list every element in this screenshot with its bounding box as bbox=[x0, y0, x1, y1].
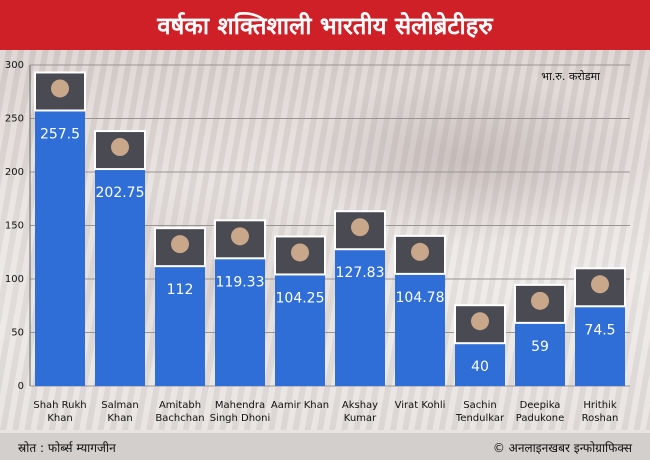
bar bbox=[395, 273, 445, 386]
y-tick-label: 250 bbox=[5, 114, 24, 125]
portrait-face bbox=[111, 138, 129, 157]
bar-value-label: 104.25 bbox=[276, 290, 325, 306]
category-label: Padukone bbox=[516, 413, 564, 424]
portrait-face bbox=[351, 218, 369, 237]
category-label: Khan bbox=[107, 413, 132, 424]
bar-chart: 0 50 100 150 200 250 300 257.5 Shah Rukh Khan 202… bbox=[5, 60, 630, 424]
bar bbox=[215, 258, 265, 386]
bar bbox=[335, 249, 385, 386]
portrait-face bbox=[231, 227, 249, 246]
bar bbox=[515, 322, 565, 386]
bar-value-label: 74.5 bbox=[584, 322, 615, 338]
portrait-face bbox=[51, 79, 69, 98]
category-label: Deepika bbox=[520, 400, 561, 411]
copyright-note: © अनलाइनखबर इन्फोग्राफिक्स bbox=[492, 441, 632, 455]
footer-bar: स्रोत : फोर्ब्स म्यागजीन © अनलाइनखबर इन्… bbox=[0, 433, 650, 460]
category-label: Bachchan bbox=[155, 413, 204, 424]
unit-label: भा.रु. करोडमा bbox=[541, 70, 600, 83]
category-label: Tendulkar bbox=[455, 413, 505, 424]
portrait-face bbox=[291, 243, 309, 262]
bar-value-label: 119.33 bbox=[216, 274, 265, 290]
bar-value-label: 59 bbox=[531, 339, 549, 355]
portrait-photo bbox=[514, 283, 566, 324]
category-label: Roshan bbox=[582, 413, 619, 424]
y-tick-label: 50 bbox=[11, 328, 24, 339]
category-label: Virat Kohli bbox=[395, 400, 446, 411]
chart-title-banner: वर्षका शक्तिशाली भारतीय सेलीब्रेटीहरु bbox=[0, 0, 650, 50]
category-label: Shah Rukh bbox=[33, 400, 86, 411]
category-label: Akshay bbox=[342, 400, 378, 411]
category-label: Kumar bbox=[344, 413, 377, 424]
bar-value-label: 127.83 bbox=[336, 265, 385, 281]
portrait-face bbox=[171, 235, 189, 254]
bar bbox=[455, 343, 505, 386]
bar bbox=[575, 306, 625, 386]
y-tick-label: 100 bbox=[5, 274, 24, 285]
category-label: Singh Dhoni bbox=[210, 413, 271, 424]
category-label: Salman bbox=[101, 400, 138, 411]
y-tick-label: 200 bbox=[5, 167, 24, 178]
bar bbox=[275, 274, 325, 386]
bar bbox=[35, 110, 85, 386]
portrait-face bbox=[471, 312, 489, 331]
category-label: Khan bbox=[47, 413, 72, 424]
y-tick-label: 300 bbox=[5, 60, 24, 71]
bar-value-label: 104.78 bbox=[396, 290, 445, 306]
category-label: Aamir Khan bbox=[271, 400, 329, 411]
portrait-photo bbox=[34, 71, 86, 112]
bar bbox=[155, 266, 205, 386]
bar-value-label: 202.75 bbox=[96, 185, 145, 201]
bar-value-label: 40 bbox=[471, 359, 489, 375]
category-label: Hrithik bbox=[583, 400, 616, 411]
source-note: स्रोत : फोर्ब्स म्यागजीन bbox=[18, 441, 116, 455]
portrait-face bbox=[591, 275, 609, 294]
category-label: Sachin bbox=[463, 400, 496, 411]
chart-title: वर्षका शक्तिशाली भारतीय सेलीब्रेटीहरु bbox=[157, 11, 493, 40]
bar-value-label: 257.5 bbox=[40, 126, 80, 142]
portrait-face bbox=[411, 242, 429, 261]
bar-value-label: 112 bbox=[167, 282, 194, 298]
portrait-face bbox=[531, 291, 549, 310]
bar bbox=[95, 169, 145, 386]
y-tick-label: 0 bbox=[18, 381, 24, 392]
category-label: Amitabh bbox=[159, 400, 201, 411]
y-tick-label: 150 bbox=[5, 221, 24, 232]
category-label: Mahendra bbox=[215, 400, 265, 411]
